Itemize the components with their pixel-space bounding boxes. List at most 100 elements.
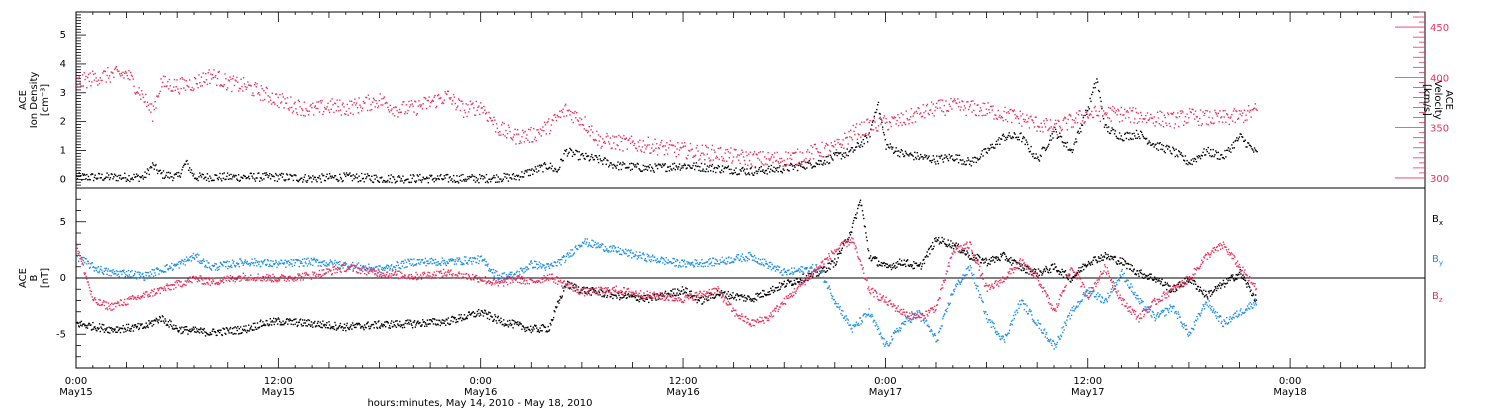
by-point [164,265,166,267]
bx-point [621,297,624,299]
ion-density-point [1135,137,1137,139]
ion-density-point [920,156,923,158]
bx-point [181,332,184,334]
velocity-point [183,87,185,89]
by-point [157,268,159,270]
bx-point [1252,292,1254,295]
bx-point [237,325,239,328]
bx-point [701,302,704,305]
ion-density-point [1113,133,1116,135]
velocity-point [1206,110,1208,112]
bx-point [493,318,495,321]
velocity-point [735,149,737,151]
bx-point [802,273,804,275]
bx-point [494,315,497,318]
ion-density-point [410,181,413,183]
ion-density-point [672,167,675,170]
by-point [255,260,257,262]
bx-point [200,327,202,329]
bx-point [815,275,818,277]
velocity-point [131,75,133,78]
velocity-point [862,134,864,136]
bx-point [161,320,163,322]
ion-density-point [769,168,772,170]
bx-point [177,330,179,332]
ion-density-point [288,178,290,180]
bx-point [923,258,925,261]
velocity-point [1102,114,1104,117]
by-point [127,269,130,272]
ion-density-point [297,180,300,183]
velocity-point [227,79,230,81]
bx-point [828,267,830,269]
velocity-point [527,139,529,141]
bx-point [700,296,702,299]
bx-point [373,327,375,329]
ion-density-point [245,177,247,180]
bx-point [1092,259,1094,261]
velocity-point [1228,123,1230,126]
by-point [87,260,89,263]
ion-density-point [589,158,591,161]
ion-density-point [1167,148,1169,150]
by-point [220,262,222,264]
ion-density-point [104,177,107,179]
by-point [199,260,201,262]
bx-point [216,334,218,336]
bx-point [577,286,580,288]
ion-density-point [674,169,676,171]
bx-point [1073,277,1075,279]
ion-density-point [268,175,270,177]
velocity-point [771,154,773,156]
velocity-point [428,96,430,98]
ion-density-point [673,162,676,165]
bx-point [279,320,281,323]
ion-density-point [210,177,212,179]
ion-density-point [1183,159,1185,161]
velocity-point [155,107,157,109]
ion-density-point [168,177,171,179]
bx-point [516,323,518,325]
by-point [126,274,128,277]
bx-point [101,323,103,326]
ion-density-point [428,177,430,179]
bx-point [507,320,509,322]
ion-density-point [505,173,507,175]
ion-density-point [431,179,434,181]
bx-point [828,262,831,264]
velocity-point [595,139,597,142]
ion-density-point [101,173,103,176]
ion-density-point [863,142,865,145]
bx-point [957,243,959,245]
bx-point [290,323,292,325]
velocity-point [507,124,510,126]
ion-density-point [1063,145,1065,147]
by-point [103,270,106,272]
bx-point [648,301,650,304]
velocity-point [1073,119,1075,122]
bx-point [1056,271,1059,273]
velocity-point [1209,111,1211,113]
bx-point [377,321,379,323]
bx-point [861,204,863,207]
velocity-point [810,145,812,147]
velocity-point [202,72,204,74]
bx-point [1179,285,1181,288]
bx-point [212,328,215,330]
velocity-point [1116,114,1118,116]
velocity-point [219,85,221,87]
velocity-point [200,76,203,78]
velocity-point [1038,126,1040,128]
ion-density-point [495,174,498,176]
by-point [233,260,235,263]
bx-point [677,294,680,296]
ion-density-point [1059,135,1062,138]
bx-point [805,277,807,280]
velocity-point [422,103,424,105]
by-point [210,269,213,271]
ion-density-point [160,172,162,175]
ion-density-point [805,161,807,164]
velocity-point [852,124,854,127]
bx-point [370,325,372,328]
ion-density-point [383,180,386,182]
